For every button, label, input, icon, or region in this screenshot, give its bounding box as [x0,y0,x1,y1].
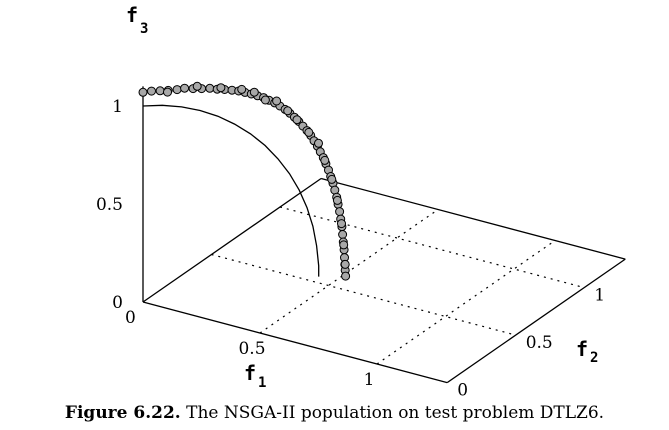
f3-axis-subscript: 3 [140,21,148,37]
caption-text: The NSGA-II population on test problem D… [186,403,605,423]
grid-line-f1-1 [376,240,556,365]
f1-tick-label: 1 [364,370,375,390]
population-point [340,259,350,269]
axis-ticks: 0 0.5 1 0 0.5 1 0 0.5 1 [96,97,605,400]
population-point [341,271,351,281]
population-point [180,83,190,93]
f3-tick-label: 0.5 [96,195,123,215]
pareto-front-curve [142,104,320,277]
population-point [260,95,270,105]
f1-axis-line [142,301,448,384]
population-point [155,86,165,96]
grid-line-f2-0.5 [211,253,516,336]
population-point [237,84,247,94]
population-point [337,219,346,229]
figure-caption: Figure 6.22. The NSGA-II population on t… [0,403,669,423]
f2-tick-label: 0 [457,381,468,400]
f1-axis-label: f 1 [244,361,266,391]
population-point [205,83,215,93]
population-point [335,207,345,217]
f3-axis-label: f 3 [126,3,148,37]
population-point [163,87,172,97]
f2-axis-name: f [576,337,588,361]
f2-axis-subscript: 2 [590,350,598,366]
population-point [249,87,259,97]
population-point [338,230,348,239]
caption-figure-label: Figure 6.22. [64,403,181,423]
population-point [172,85,182,95]
f1-tick-label: 0.5 [238,339,265,359]
floor-front-right-edge [446,258,626,384]
grid-line-f2-1 [279,206,585,289]
population-point [147,86,156,96]
population-point [320,155,330,165]
floor-grid [211,206,585,365]
floor-back-right-edge [320,177,626,260]
f2-base-edge [142,177,322,303]
population-point [327,174,337,184]
dtlz6-3d-scatter-plot: 0 0.5 1 0 0.5 1 0 0.5 1 f 3 f 1 f 2 [96,3,626,400]
f3-tick-label: 1 [112,97,123,117]
population-point [339,240,349,250]
population-point [192,81,202,91]
population-point [314,138,323,148]
population-point [216,83,226,93]
population-point [272,96,282,106]
population-points [138,81,351,281]
f3-tick-label: 0 [112,293,123,313]
population-point [332,195,342,205]
f2-tick-label: 1 [594,286,605,306]
population-point [283,106,293,116]
f3-axis-name: f [126,3,138,27]
grid-line-f1-0.5 [259,209,439,334]
pareto-front-line [142,104,320,277]
population-point [292,115,302,125]
f2-axis-label: f 2 [576,337,598,366]
f1-axis-name: f [244,361,256,385]
population-point [138,87,148,97]
f2-tick-label: 0.5 [526,333,553,353]
population-point [304,127,314,137]
f1-axis-subscript: 1 [258,375,266,391]
f1-tick-label: 0 [125,308,136,328]
floor-plane [142,86,626,384]
